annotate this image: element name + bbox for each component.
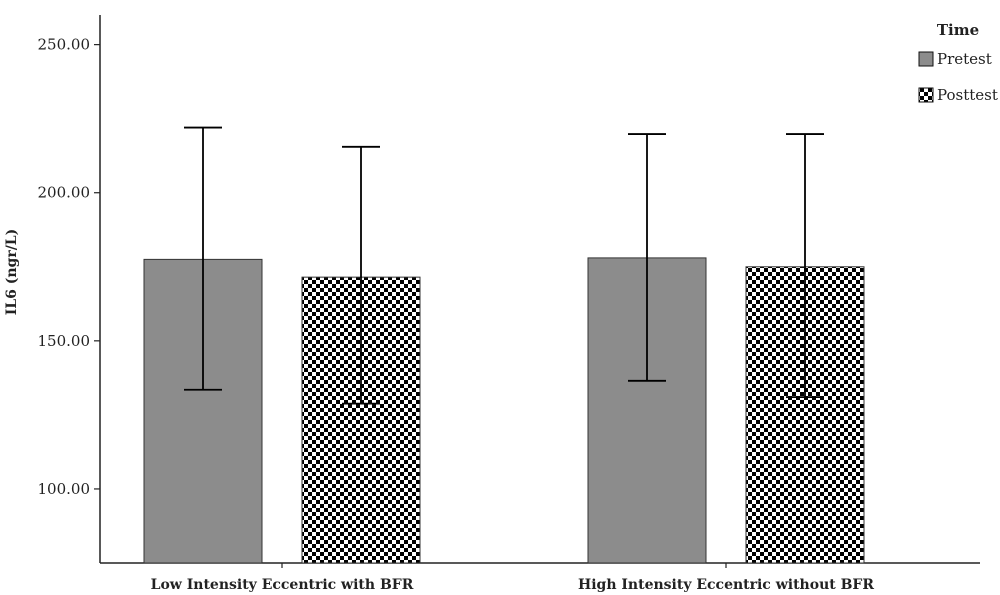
legend-swatch-pretest [918,51,934,67]
y-tick-label: 150.00 [38,332,91,350]
plot-area: 100.00 150.00 200.00 250.00 Low Intensity Ec… [38,15,980,593]
legend-title: Time [937,21,979,39]
legend: Time Pretest Posttest [918,21,998,104]
x-tick-label: High Intensity Eccentric without BFR [578,577,874,593]
legend-label-pretest: Pretest [937,50,992,68]
y-tick-label: 100.00 [38,480,91,498]
y-tick-label: 250.00 [38,36,91,54]
legend-swatch-posttest [918,87,934,103]
y-tick-label: 200.00 [38,184,91,202]
y-axis-title: IL6 (ngr/L) [4,229,20,316]
legend-label-posttest: Posttest [937,86,998,104]
x-tick-label: Low Intensity Eccentric with BFR [151,577,414,593]
